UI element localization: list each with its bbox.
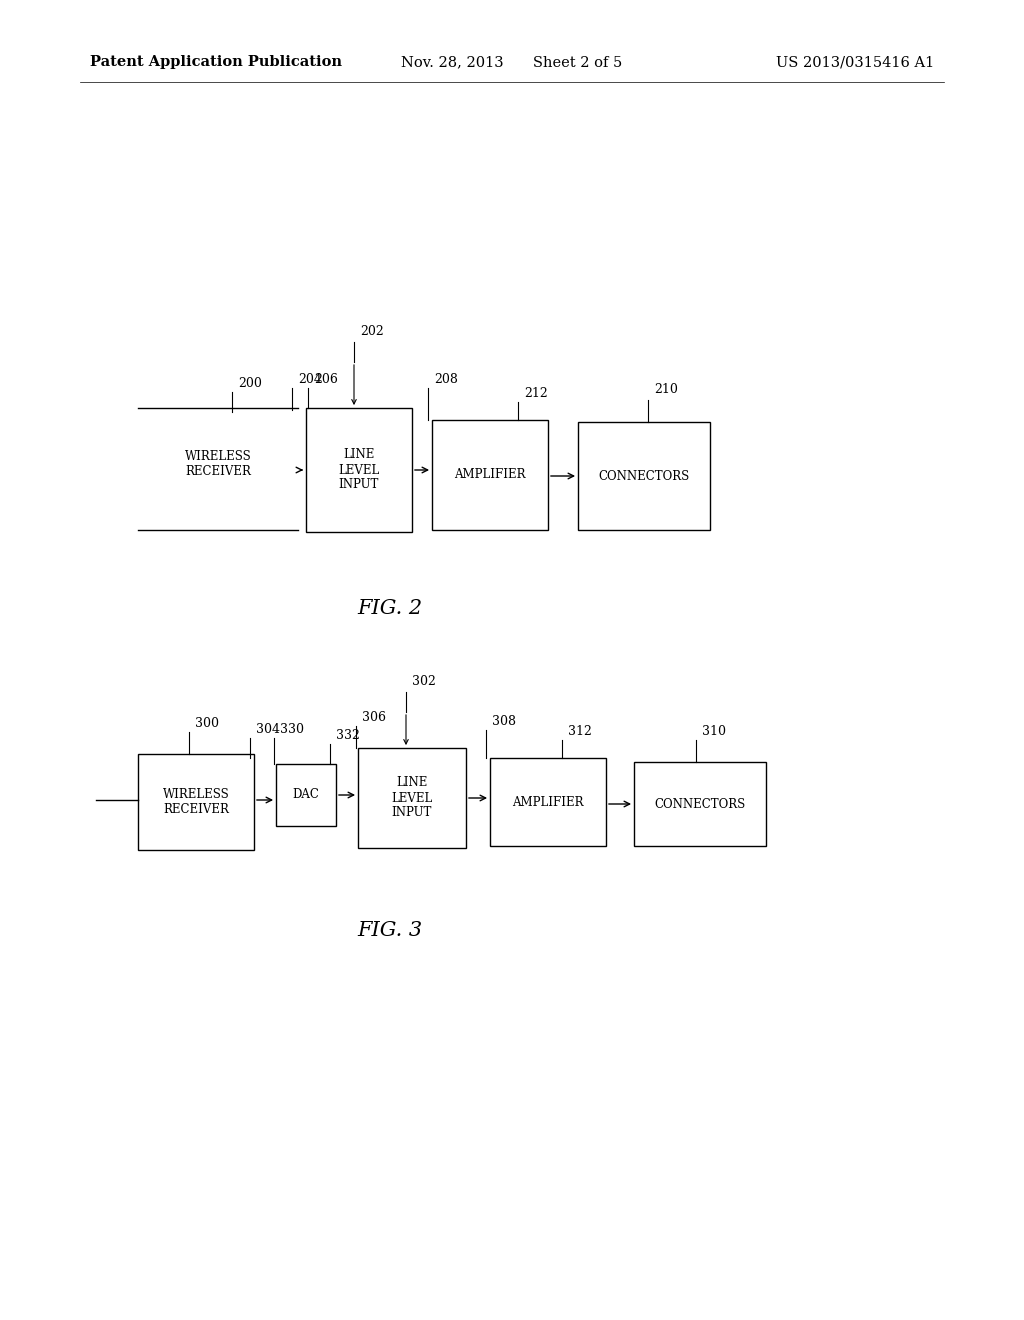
Text: 308: 308	[492, 715, 516, 729]
Bar	[578, 422, 710, 531]
Text: WIRELESS
RECEIVER: WIRELESS RECEIVER	[163, 788, 229, 816]
Text: AMPLIFIER: AMPLIFIER	[512, 796, 584, 808]
Bar	[358, 748, 466, 847]
Text: 204: 204	[298, 374, 322, 385]
Text: 208: 208	[434, 374, 458, 385]
Text: FIG. 3: FIG. 3	[357, 920, 423, 940]
Text: Nov. 28, 2013  Sheet 2 of 5: Nov. 28, 2013 Sheet 2 of 5	[401, 55, 623, 69]
Text: Patent Application Publication: Patent Application Publication	[90, 55, 342, 69]
Text: 304: 304	[256, 723, 280, 737]
Bar	[138, 754, 254, 850]
Text: 306: 306	[362, 711, 386, 723]
Text: CONNECTORS: CONNECTORS	[654, 797, 745, 810]
Text: LINE
LEVEL
INPUT: LINE LEVEL INPUT	[391, 776, 432, 820]
Text: 302: 302	[412, 675, 436, 688]
Text: FIG. 2: FIG. 2	[357, 598, 423, 618]
Text: 200: 200	[238, 378, 262, 389]
Text: 310: 310	[702, 725, 726, 738]
Bar	[276, 764, 336, 826]
Bar	[432, 420, 548, 531]
Text: 312: 312	[568, 725, 592, 738]
Text: 202: 202	[360, 325, 384, 338]
Text: WIRELESS
RECEIVER: WIRELESS RECEIVER	[184, 450, 251, 478]
Text: AMPLIFIER: AMPLIFIER	[455, 469, 525, 482]
Text: 206: 206	[314, 374, 338, 385]
Bar	[306, 408, 412, 532]
Text: CONNECTORS: CONNECTORS	[598, 470, 689, 483]
Text: 300: 300	[195, 717, 219, 730]
Text: US 2013/0315416 A1: US 2013/0315416 A1	[776, 55, 934, 69]
Text: 210: 210	[654, 383, 678, 396]
Text: 212: 212	[524, 387, 548, 400]
Text: DAC: DAC	[293, 788, 319, 801]
Text: LINE
LEVEL
INPUT: LINE LEVEL INPUT	[338, 449, 380, 491]
Text: 330: 330	[280, 723, 304, 737]
Bar	[634, 762, 766, 846]
Text: 332: 332	[336, 729, 359, 742]
Bar	[490, 758, 606, 846]
